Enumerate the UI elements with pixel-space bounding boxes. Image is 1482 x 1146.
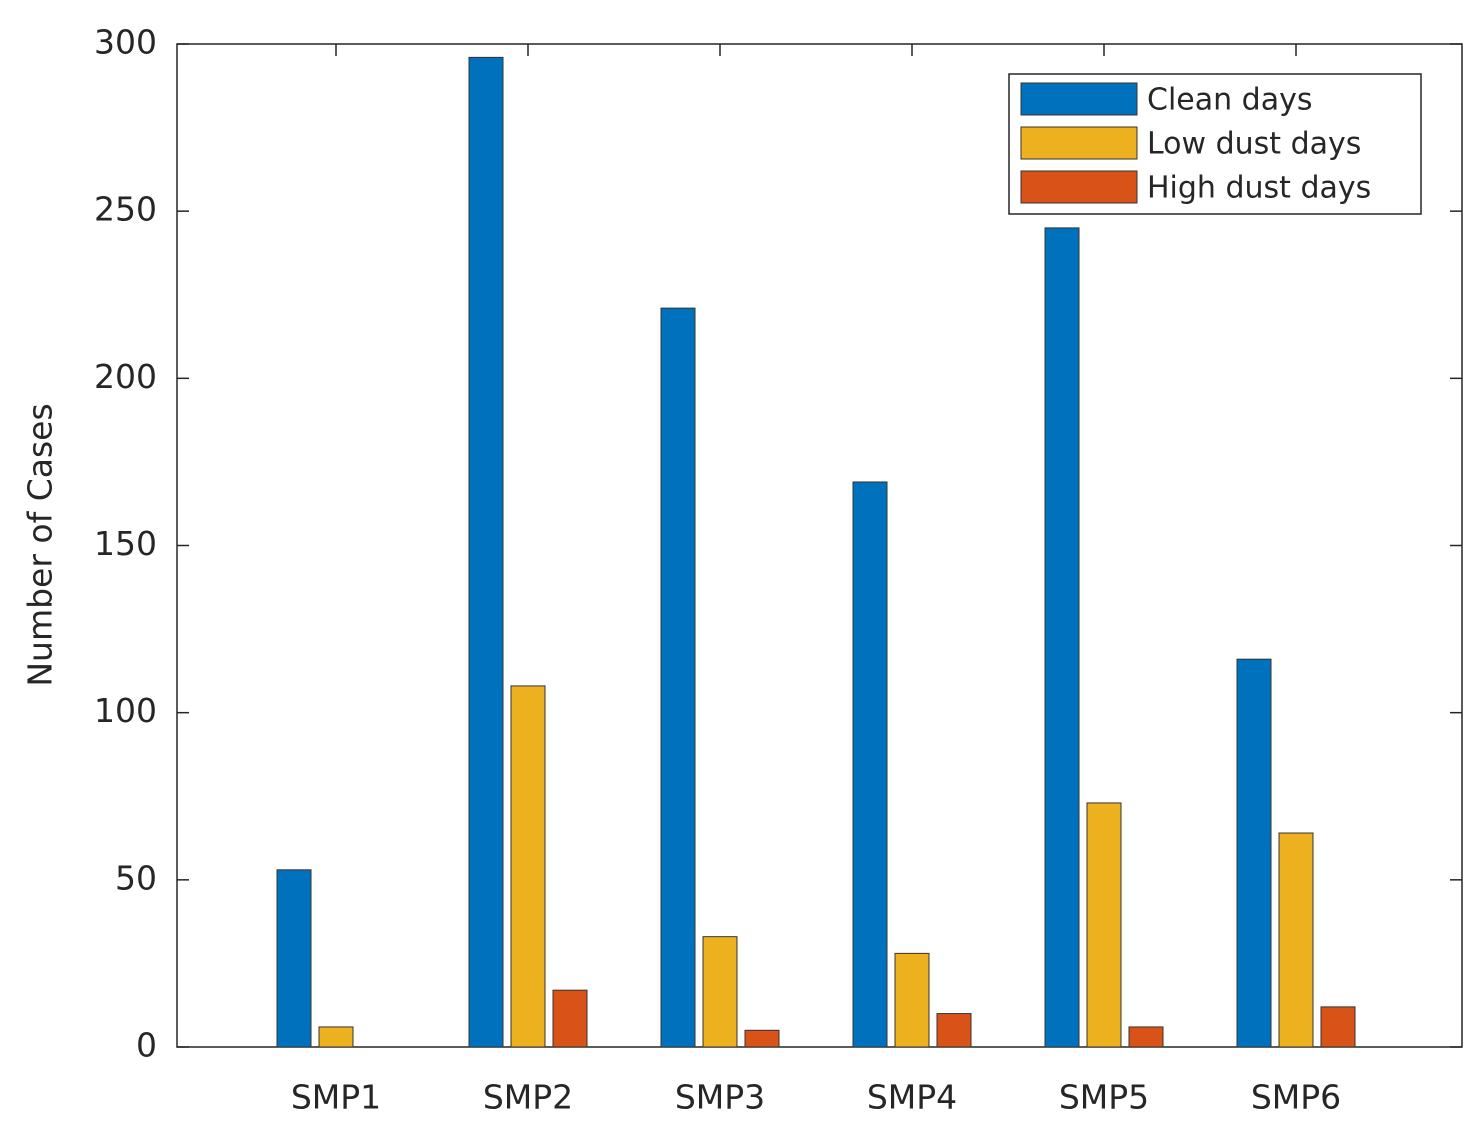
bar	[552, 989, 588, 1048]
x-tick-label: SMP3	[675, 1078, 765, 1117]
x-tick-label: SMP1	[291, 1078, 381, 1117]
legend: Clean days Low dust days High dust days	[1008, 73, 1422, 215]
legend-label: Clean days	[1147, 83, 1312, 118]
legend-label: Low dust days	[1147, 127, 1361, 162]
y-tick-label: 150	[94, 524, 157, 563]
y-tick-label: 100	[94, 691, 157, 730]
bar	[1320, 1006, 1356, 1048]
legend-swatch	[1020, 126, 1138, 160]
x-tick-label: SMP5	[1059, 1078, 1149, 1117]
bar	[660, 307, 696, 1048]
bar	[852, 481, 888, 1048]
bar	[702, 936, 738, 1048]
y-tick-label: 0	[136, 1026, 157, 1065]
bar	[510, 685, 546, 1048]
bar	[1044, 227, 1080, 1048]
bar	[468, 56, 504, 1048]
bar	[936, 1013, 972, 1048]
legend-label: High dust days	[1147, 171, 1371, 206]
bar	[744, 1029, 780, 1048]
y-tick-label: 200	[94, 357, 157, 396]
bar	[1086, 802, 1122, 1048]
bar	[1278, 832, 1314, 1048]
bar	[318, 1026, 354, 1048]
legend-swatch	[1020, 170, 1138, 204]
legend-swatch	[1020, 82, 1138, 116]
y-axis-label: Number of Cases	[21, 403, 60, 686]
bar	[1128, 1026, 1164, 1048]
y-tick-label: 300	[94, 23, 157, 62]
x-tick-label: SMP2	[483, 1078, 573, 1117]
bar	[276, 869, 312, 1048]
bar	[1236, 658, 1272, 1048]
bar	[894, 952, 930, 1048]
y-tick-label: 250	[94, 190, 157, 229]
x-tick-label: SMP6	[1251, 1078, 1341, 1117]
x-tick-label: SMP4	[867, 1078, 957, 1117]
y-tick-label: 50	[115, 858, 157, 897]
